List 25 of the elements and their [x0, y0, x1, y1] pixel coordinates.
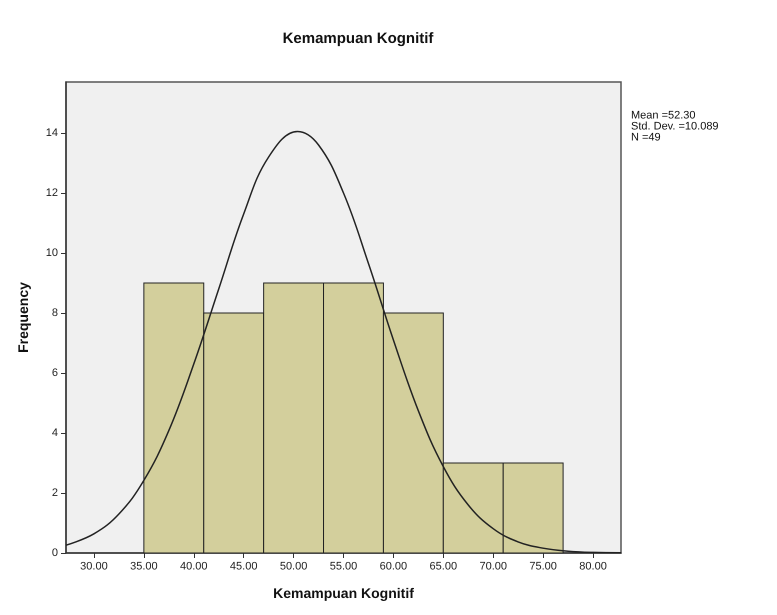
y-axis-title: Frequency — [15, 282, 31, 353]
x-tick-label: 30.00 — [80, 560, 108, 572]
y-tick-label: 10 — [46, 247, 58, 259]
chart-title: Kemampuan Kognitif — [282, 30, 434, 47]
y-tick-label: 0 — [52, 547, 58, 559]
x-tick-label: 50.00 — [280, 560, 308, 572]
y-tick-label: 8 — [52, 307, 58, 319]
y-tick-label: 6 — [52, 367, 58, 379]
x-axis-title: Kemampuan Kognitif — [273, 585, 414, 601]
x-tick-label: 60.00 — [380, 560, 408, 572]
y-tick-label: 4 — [52, 427, 58, 439]
x-tick-label: 80.00 — [579, 560, 607, 572]
x-tick-label: 40.00 — [180, 560, 208, 572]
x-tick-label: 55.00 — [330, 560, 358, 572]
y-tick-label: 14 — [46, 127, 58, 139]
text: Std. Dev. =10.089 — [631, 120, 719, 132]
text: N =49 — [631, 132, 661, 144]
x-tick-label: 35.00 — [130, 560, 158, 572]
y-tick-label: 12 — [46, 187, 58, 199]
x-tick-label: 45.00 — [230, 560, 258, 572]
text: Mean =52.30 — [631, 110, 696, 122]
y-tick-label: 2 — [52, 487, 58, 499]
x-tick-label: 70.00 — [479, 560, 507, 572]
x-tick-label: 75.00 — [529, 560, 557, 572]
x-tick-label: 65.00 — [430, 560, 458, 572]
